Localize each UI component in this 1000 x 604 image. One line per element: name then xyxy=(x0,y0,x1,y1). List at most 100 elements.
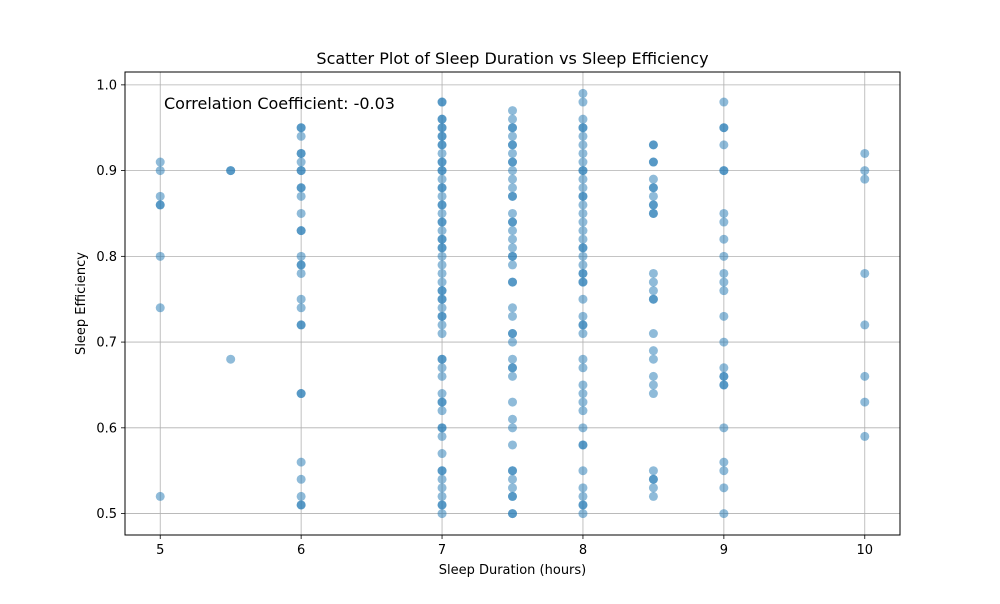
data-point xyxy=(437,500,447,510)
data-point xyxy=(437,123,447,133)
data-point xyxy=(578,491,588,501)
data-point xyxy=(719,286,729,296)
data-point xyxy=(437,277,447,287)
data-point xyxy=(437,371,447,381)
data-point xyxy=(508,106,517,116)
data-point xyxy=(508,208,517,218)
data-point xyxy=(860,268,870,278)
data-point xyxy=(296,500,306,510)
y-tick-label: 0.5 xyxy=(96,507,117,522)
data-point xyxy=(578,243,588,253)
chart-title: Scatter Plot of Sleep Duration vs Sleep … xyxy=(316,49,708,68)
data-point xyxy=(578,88,588,98)
data-point xyxy=(296,157,306,167)
data-point xyxy=(155,251,165,261)
data-point xyxy=(296,166,306,176)
data-point xyxy=(437,491,447,501)
data-point xyxy=(719,457,729,467)
data-point xyxy=(296,208,306,218)
data-point xyxy=(648,286,658,296)
data-point xyxy=(578,123,588,133)
data-point xyxy=(155,491,165,501)
data-point xyxy=(508,191,517,201)
data-point xyxy=(437,354,447,364)
data-point xyxy=(860,320,870,330)
data-point xyxy=(578,97,588,107)
data-point xyxy=(578,423,588,433)
data-point xyxy=(578,466,588,476)
data-point xyxy=(719,97,729,107)
data-point xyxy=(437,397,447,407)
data-point xyxy=(296,268,306,278)
data-point xyxy=(437,303,447,313)
data-point xyxy=(296,491,306,501)
data-point xyxy=(508,354,517,364)
data-point xyxy=(578,114,588,124)
data-point xyxy=(578,131,588,141)
data-point xyxy=(648,346,658,356)
data-point xyxy=(508,466,517,476)
data-point xyxy=(578,157,588,167)
data-point xyxy=(719,363,729,373)
data-point xyxy=(437,234,447,244)
correlation-annotation: Correlation Coefficient: -0.03 xyxy=(164,94,395,113)
data-point xyxy=(508,131,517,141)
data-point xyxy=(508,183,517,193)
data-point xyxy=(648,474,658,484)
data-point xyxy=(296,191,306,201)
data-point xyxy=(437,286,447,296)
data-point xyxy=(508,483,517,493)
data-point xyxy=(648,380,658,390)
data-point xyxy=(155,157,165,167)
data-point xyxy=(578,311,588,321)
data-point xyxy=(508,371,517,381)
data-point xyxy=(296,123,306,133)
data-point xyxy=(578,320,588,330)
data-point xyxy=(648,371,658,381)
data-point xyxy=(719,208,729,218)
data-point xyxy=(860,166,870,176)
data-point xyxy=(860,397,870,407)
data-point xyxy=(648,329,658,339)
data-point xyxy=(437,320,447,330)
data-point xyxy=(437,251,447,261)
data-point xyxy=(508,440,517,450)
data-point xyxy=(578,200,588,210)
data-point xyxy=(437,140,447,150)
data-point xyxy=(860,174,870,184)
data-point xyxy=(648,491,658,501)
data-point xyxy=(860,371,870,381)
data-point xyxy=(296,389,306,399)
data-point xyxy=(508,140,517,150)
data-point xyxy=(437,226,447,236)
data-point xyxy=(508,423,517,433)
data-point xyxy=(437,243,447,253)
data-point xyxy=(578,191,588,201)
data-point xyxy=(648,140,658,150)
data-point xyxy=(578,174,588,184)
data-point xyxy=(578,268,588,278)
data-point xyxy=(437,260,447,270)
x-tick-label: 7 xyxy=(438,543,446,558)
data-point xyxy=(719,380,729,390)
x-tick-label: 8 xyxy=(579,543,587,558)
data-point xyxy=(296,303,306,313)
data-point xyxy=(719,234,729,244)
data-point xyxy=(437,474,447,484)
data-point xyxy=(296,148,306,158)
data-point xyxy=(648,200,658,210)
data-point xyxy=(578,397,588,407)
y-tick-label: 0.6 xyxy=(96,421,117,436)
data-point xyxy=(437,97,447,107)
data-point xyxy=(508,243,517,253)
data-point xyxy=(648,389,658,399)
data-point xyxy=(578,329,588,339)
data-point xyxy=(648,294,658,304)
data-point xyxy=(508,226,517,236)
data-point xyxy=(860,148,870,158)
plot-frame xyxy=(124,71,901,536)
x-tick-label: 9 xyxy=(720,543,728,558)
y-axis-label: Sleep Efficiency xyxy=(74,252,89,355)
y-axis-ticks: 0.5 0.6 0.7 0.8 0.9 1.0 xyxy=(96,78,125,522)
